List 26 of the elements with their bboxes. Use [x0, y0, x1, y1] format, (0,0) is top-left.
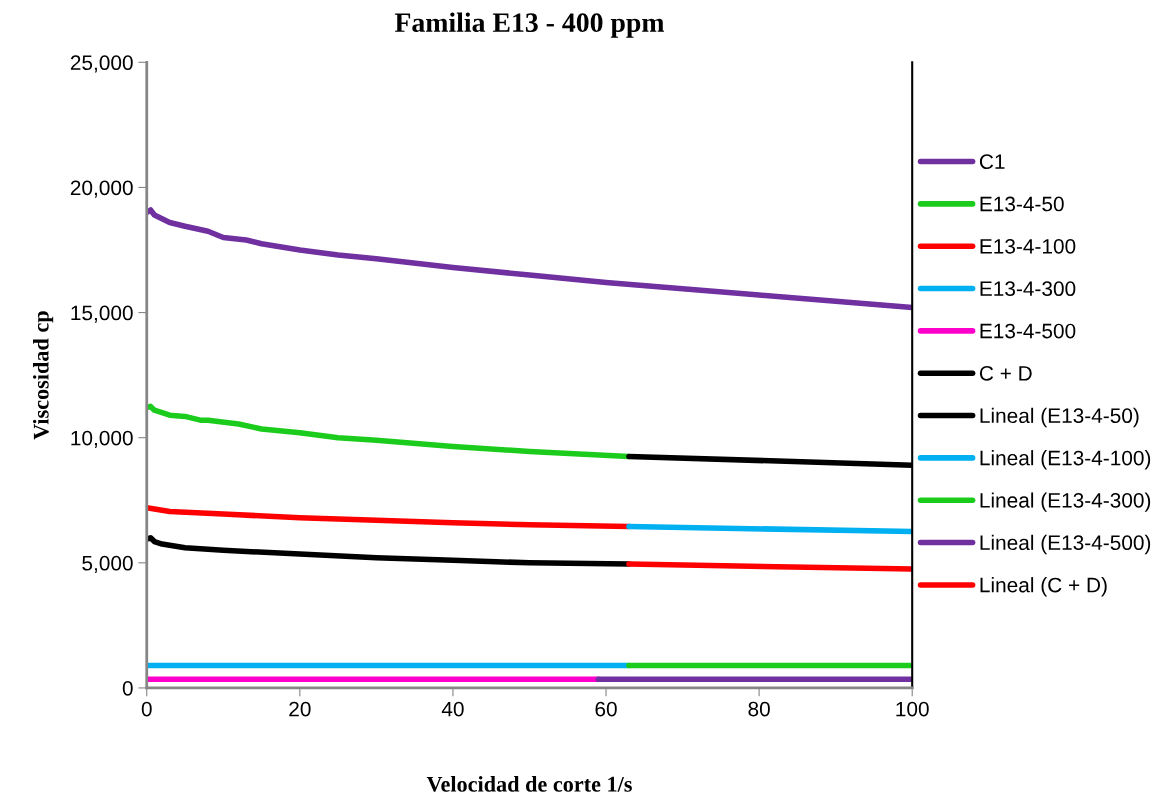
- y-tick-label: 10,000: [71, 430, 133, 448]
- x-tick-label: 20: [289, 701, 311, 717]
- x-tick-label: 40: [441, 701, 464, 717]
- y-tick-label: 20,000: [70, 180, 133, 198]
- legend-label: Lineal (E13-4-100): [980, 450, 1151, 470]
- chart-title: Familia E13 - 400 ppm: [394, 12, 665, 38]
- legend-label: Lineal (E13-4-300): [980, 492, 1151, 512]
- legend-label: Lineal (E13-4-50): [980, 407, 1139, 428]
- legend-label: E13-4-500: [980, 323, 1076, 339]
- y-axis-title: Viscosidad cp: [33, 311, 54, 440]
- legend-label: E13-4-50: [980, 196, 1064, 212]
- x-tick-label: 60: [595, 701, 617, 717]
- legend-label: E13-4-100: [980, 238, 1076, 254]
- y-tick-label: 15,000: [71, 305, 133, 323]
- x-tick-label: 80: [748, 701, 770, 717]
- legend-label: E13-4-300: [980, 281, 1076, 297]
- y-tick-label: 25,000: [70, 55, 133, 73]
- x-tick-label: 100: [896, 701, 929, 717]
- y-tick-label: 0: [122, 680, 133, 696]
- x-axis-title: Velocidad de corte 1/s: [426, 776, 632, 792]
- legend-label: Lineal (E13-4-500): [980, 534, 1151, 555]
- legend-label: C1: [979, 154, 1005, 170]
- legend-label: Lineal (C + D): [980, 577, 1107, 597]
- legend-label: C + D: [979, 365, 1032, 381]
- y-tick-label: 5,000: [82, 555, 133, 574]
- x-tick-label: 0: [141, 701, 152, 717]
